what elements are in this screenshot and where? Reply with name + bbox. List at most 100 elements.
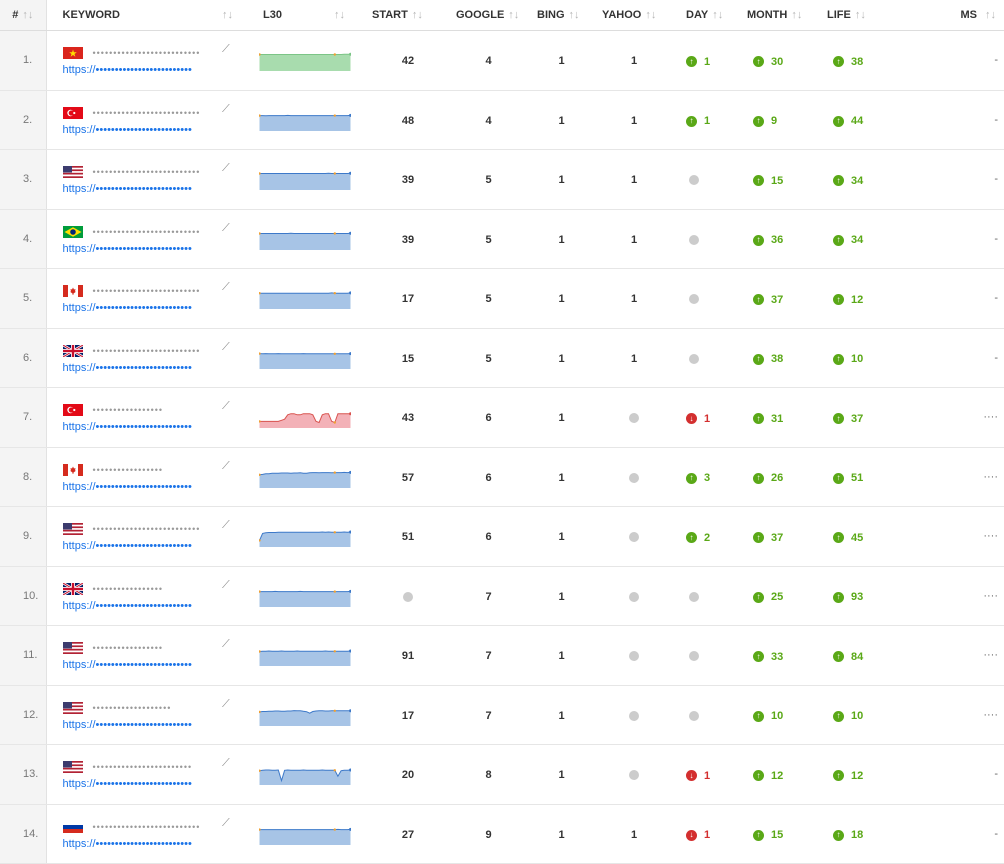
keyword-url-link[interactable]: https://••••••••••••••••••••••••• bbox=[62, 659, 192, 672]
col-header-yahoo[interactable]: YAHOO ↑↓ bbox=[596, 0, 672, 31]
sort-icon[interactable]: ↑↓ bbox=[222, 9, 233, 22]
col-header-ms[interactable]: MS ↑↓ bbox=[895, 0, 1004, 31]
trend-chart-icon[interactable]: ⟋ bbox=[222, 638, 230, 650]
month-change: ↑ 15 bbox=[739, 149, 819, 210]
ms-value: ···· bbox=[895, 387, 1004, 448]
l30-sparkline bbox=[259, 90, 366, 150]
keyword-url-link[interactable]: https://••••••••••••••••••••••••• bbox=[62, 718, 192, 731]
day-change bbox=[672, 328, 739, 388]
table-row[interactable]: 4. •••••••••••••••••••••••••• https://••••… bbox=[0, 209, 1004, 269]
table-row[interactable]: 6. •••••••••••••••••••••••••• https://••••… bbox=[0, 328, 1004, 388]
trend-chart-icon[interactable]: ⟋ bbox=[222, 162, 230, 174]
keyword-url-link[interactable]: https://••••••••••••••••••••••••• bbox=[62, 778, 192, 791]
table-row[interactable]: 1. •••••••••••••••••••••••••• https://••••… bbox=[0, 30, 1004, 91]
month-change-value: ↑ 15 bbox=[753, 175, 783, 187]
table-row[interactable]: 2. •••••••••••••••••••••••••• https://••••… bbox=[0, 90, 1004, 150]
col-header-l30[interactable]: L30 ↑↓ bbox=[259, 0, 366, 31]
keyword-text: •••••••••••••••••••••••••• bbox=[92, 48, 201, 59]
col-header-index[interactable]: # ↑↓ bbox=[0, 0, 47, 31]
keyword-url-link[interactable]: https://••••••••••••••••••••••••• bbox=[62, 242, 192, 255]
col-header-bing[interactable]: BING ↑↓ bbox=[527, 0, 596, 31]
trend-chart-icon[interactable]: ⟋ bbox=[222, 340, 230, 353]
sort-icon[interactable]: ↑↓ bbox=[712, 9, 724, 22]
table-row[interactable]: 9. •••••••••••••••••••••••••• https://••••… bbox=[0, 506, 1004, 567]
sort-icon[interactable]: ↑↓ bbox=[411, 9, 423, 22]
sort-icon[interactable]: ↑↓ bbox=[568, 9, 580, 22]
life-change-value: ↑ 38 bbox=[833, 56, 863, 68]
keyword-url-link[interactable]: https://••••••••••••••••••••••••• bbox=[62, 837, 192, 850]
day-change-value: ↑ 1 bbox=[686, 115, 710, 127]
keyword-url-link[interactable]: https://••••••••••••••••••••••••• bbox=[62, 361, 192, 374]
keyword-url-link[interactable]: https://••••••••••••••••••••••••• bbox=[62, 64, 192, 77]
keyword-cell: ••••••••••••••••• https://•••••••••••••••… bbox=[46, 387, 222, 448]
trend-chart-icon[interactable]: ⟋ bbox=[222, 400, 230, 412]
keyword-text: ••••••••••••••••• bbox=[92, 643, 164, 654]
bing-rank: 1 bbox=[527, 268, 596, 329]
sort-icon[interactable]: ↑↓ bbox=[333, 9, 345, 22]
sort-icon[interactable]: ↑↓ bbox=[854, 9, 866, 22]
life-change-value: ↑ 34 bbox=[833, 234, 863, 246]
row-index: 9. bbox=[0, 506, 47, 567]
google-rank: 5 bbox=[450, 328, 527, 388]
col-header-google[interactable]: GOOGLE ↑↓ bbox=[450, 0, 527, 31]
trend-chart-icon[interactable]: ⟋ bbox=[222, 578, 230, 591]
day-change: ↑ 3 bbox=[672, 447, 739, 507]
no-change-dot bbox=[689, 294, 699, 305]
keyword-cell: •••••••••••••••••••••••••• https://••••••… bbox=[46, 30, 222, 91]
sort-icon[interactable]: ↑↓ bbox=[22, 9, 34, 22]
sort-icon[interactable]: ↑↓ bbox=[791, 9, 803, 22]
trend-chart-icon[interactable]: ⟋ bbox=[222, 757, 230, 769]
col-header-day[interactable]: DAY ↑↓ bbox=[672, 0, 739, 31]
no-change-dot bbox=[689, 353, 699, 364]
turkey-flag-icon bbox=[62, 106, 83, 119]
keyword-url-link[interactable]: https://••••••••••••••••••••••••• bbox=[62, 302, 192, 315]
table-row[interactable]: 7. ••••••••••••••••• https://•••••••••••••… bbox=[0, 387, 1004, 448]
table-row[interactable]: 12. ••••••••••••••••••• https://••••••••••… bbox=[0, 685, 1004, 745]
keyword-url-link[interactable]: https://••••••••••••••••••••••••• bbox=[62, 599, 192, 612]
l30-sparkline bbox=[259, 149, 366, 210]
month-change: ↑ 33 bbox=[739, 625, 819, 686]
keyword-cell: •••••••••••••••••••••••••• https://••••••… bbox=[46, 209, 222, 269]
table-row[interactable]: 5. •••••••••••••••••••••••••• https://••••… bbox=[0, 268, 1004, 329]
col-header-keyword[interactable]: KEYWORD bbox=[46, 0, 222, 31]
trend-chart-icon[interactable]: ⟋ bbox=[222, 816, 230, 829]
col-header-life[interactable]: LIFE ↑↓ bbox=[819, 0, 895, 31]
life-change: ↑ 84 bbox=[819, 625, 895, 686]
trend-chart-icon[interactable]: ⟋ bbox=[222, 43, 230, 55]
keyword-url-link[interactable]: https://••••••••••••••••••••••••• bbox=[62, 123, 192, 136]
col-header-month[interactable]: MONTH ↑↓ bbox=[739, 0, 819, 31]
trend-chart-icon[interactable]: ⟋ bbox=[222, 459, 230, 472]
l30-sparkline bbox=[259, 447, 366, 507]
trend-chart-icon[interactable]: ⟋ bbox=[222, 519, 230, 531]
start-rank: 57 bbox=[366, 447, 450, 507]
sort-icon[interactable]: ↑↓ bbox=[508, 9, 520, 22]
keyword-url-link[interactable]: https://••••••••••••••••••••••••• bbox=[62, 480, 192, 493]
table-row[interactable]: 11. ••••••••••••••••• https://••••••••••••… bbox=[0, 625, 1004, 686]
trend-chart-icon[interactable]: ⟋ bbox=[222, 697, 230, 710]
trend-chart-icon[interactable]: ⟋ bbox=[222, 281, 230, 293]
trend-chart-icon[interactable]: ⟋ bbox=[222, 102, 230, 115]
google-rank: 6 bbox=[450, 387, 527, 448]
life-change: ↑ 12 bbox=[819, 744, 895, 805]
table-row[interactable]: 3. •••••••••••••••••••••••••• https://••••… bbox=[0, 149, 1004, 210]
table-row[interactable]: 10. ••••••••••••••••• https://••••••••••••… bbox=[0, 566, 1004, 626]
l30-sparkline bbox=[259, 209, 366, 269]
col-header-start[interactable]: START ↑↓ bbox=[366, 0, 450, 31]
keyword-text: ••••••••••••••••• bbox=[92, 583, 164, 594]
sort-icon[interactable]: ↑↓ bbox=[985, 9, 996, 22]
sort-icon[interactable]: ↑↓ bbox=[645, 9, 657, 22]
keyword-url-link[interactable]: https://••••••••••••••••••••••••• bbox=[62, 421, 192, 434]
life-change: ↑ 18 bbox=[819, 804, 895, 864]
table-row[interactable]: 8. ••••••••••••••••• https://•••••••••••••… bbox=[0, 447, 1004, 507]
keyword-url-link[interactable]: https://••••••••••••••••••••••••• bbox=[62, 540, 192, 553]
google-rank: 5 bbox=[450, 268, 527, 329]
yahoo-rank: 1 bbox=[596, 149, 672, 210]
keyword-url-link[interactable]: https://••••••••••••••••••••••••• bbox=[62, 183, 192, 196]
day-change: ↓ 1 bbox=[672, 804, 739, 864]
col-header-keyword-sort[interactable]: ↑↓ bbox=[222, 0, 259, 31]
table-row[interactable]: 13. •••••••••••••••••••••••• https://•••••… bbox=[0, 744, 1004, 805]
table-row[interactable]: 14. •••••••••••••••••••••••••• https://•••… bbox=[0, 804, 1004, 864]
trend-chart-icon[interactable]: ⟋ bbox=[222, 221, 230, 234]
arrow-up-circle-icon: ↑ bbox=[833, 115, 844, 127]
google-rank: 5 bbox=[450, 209, 527, 269]
